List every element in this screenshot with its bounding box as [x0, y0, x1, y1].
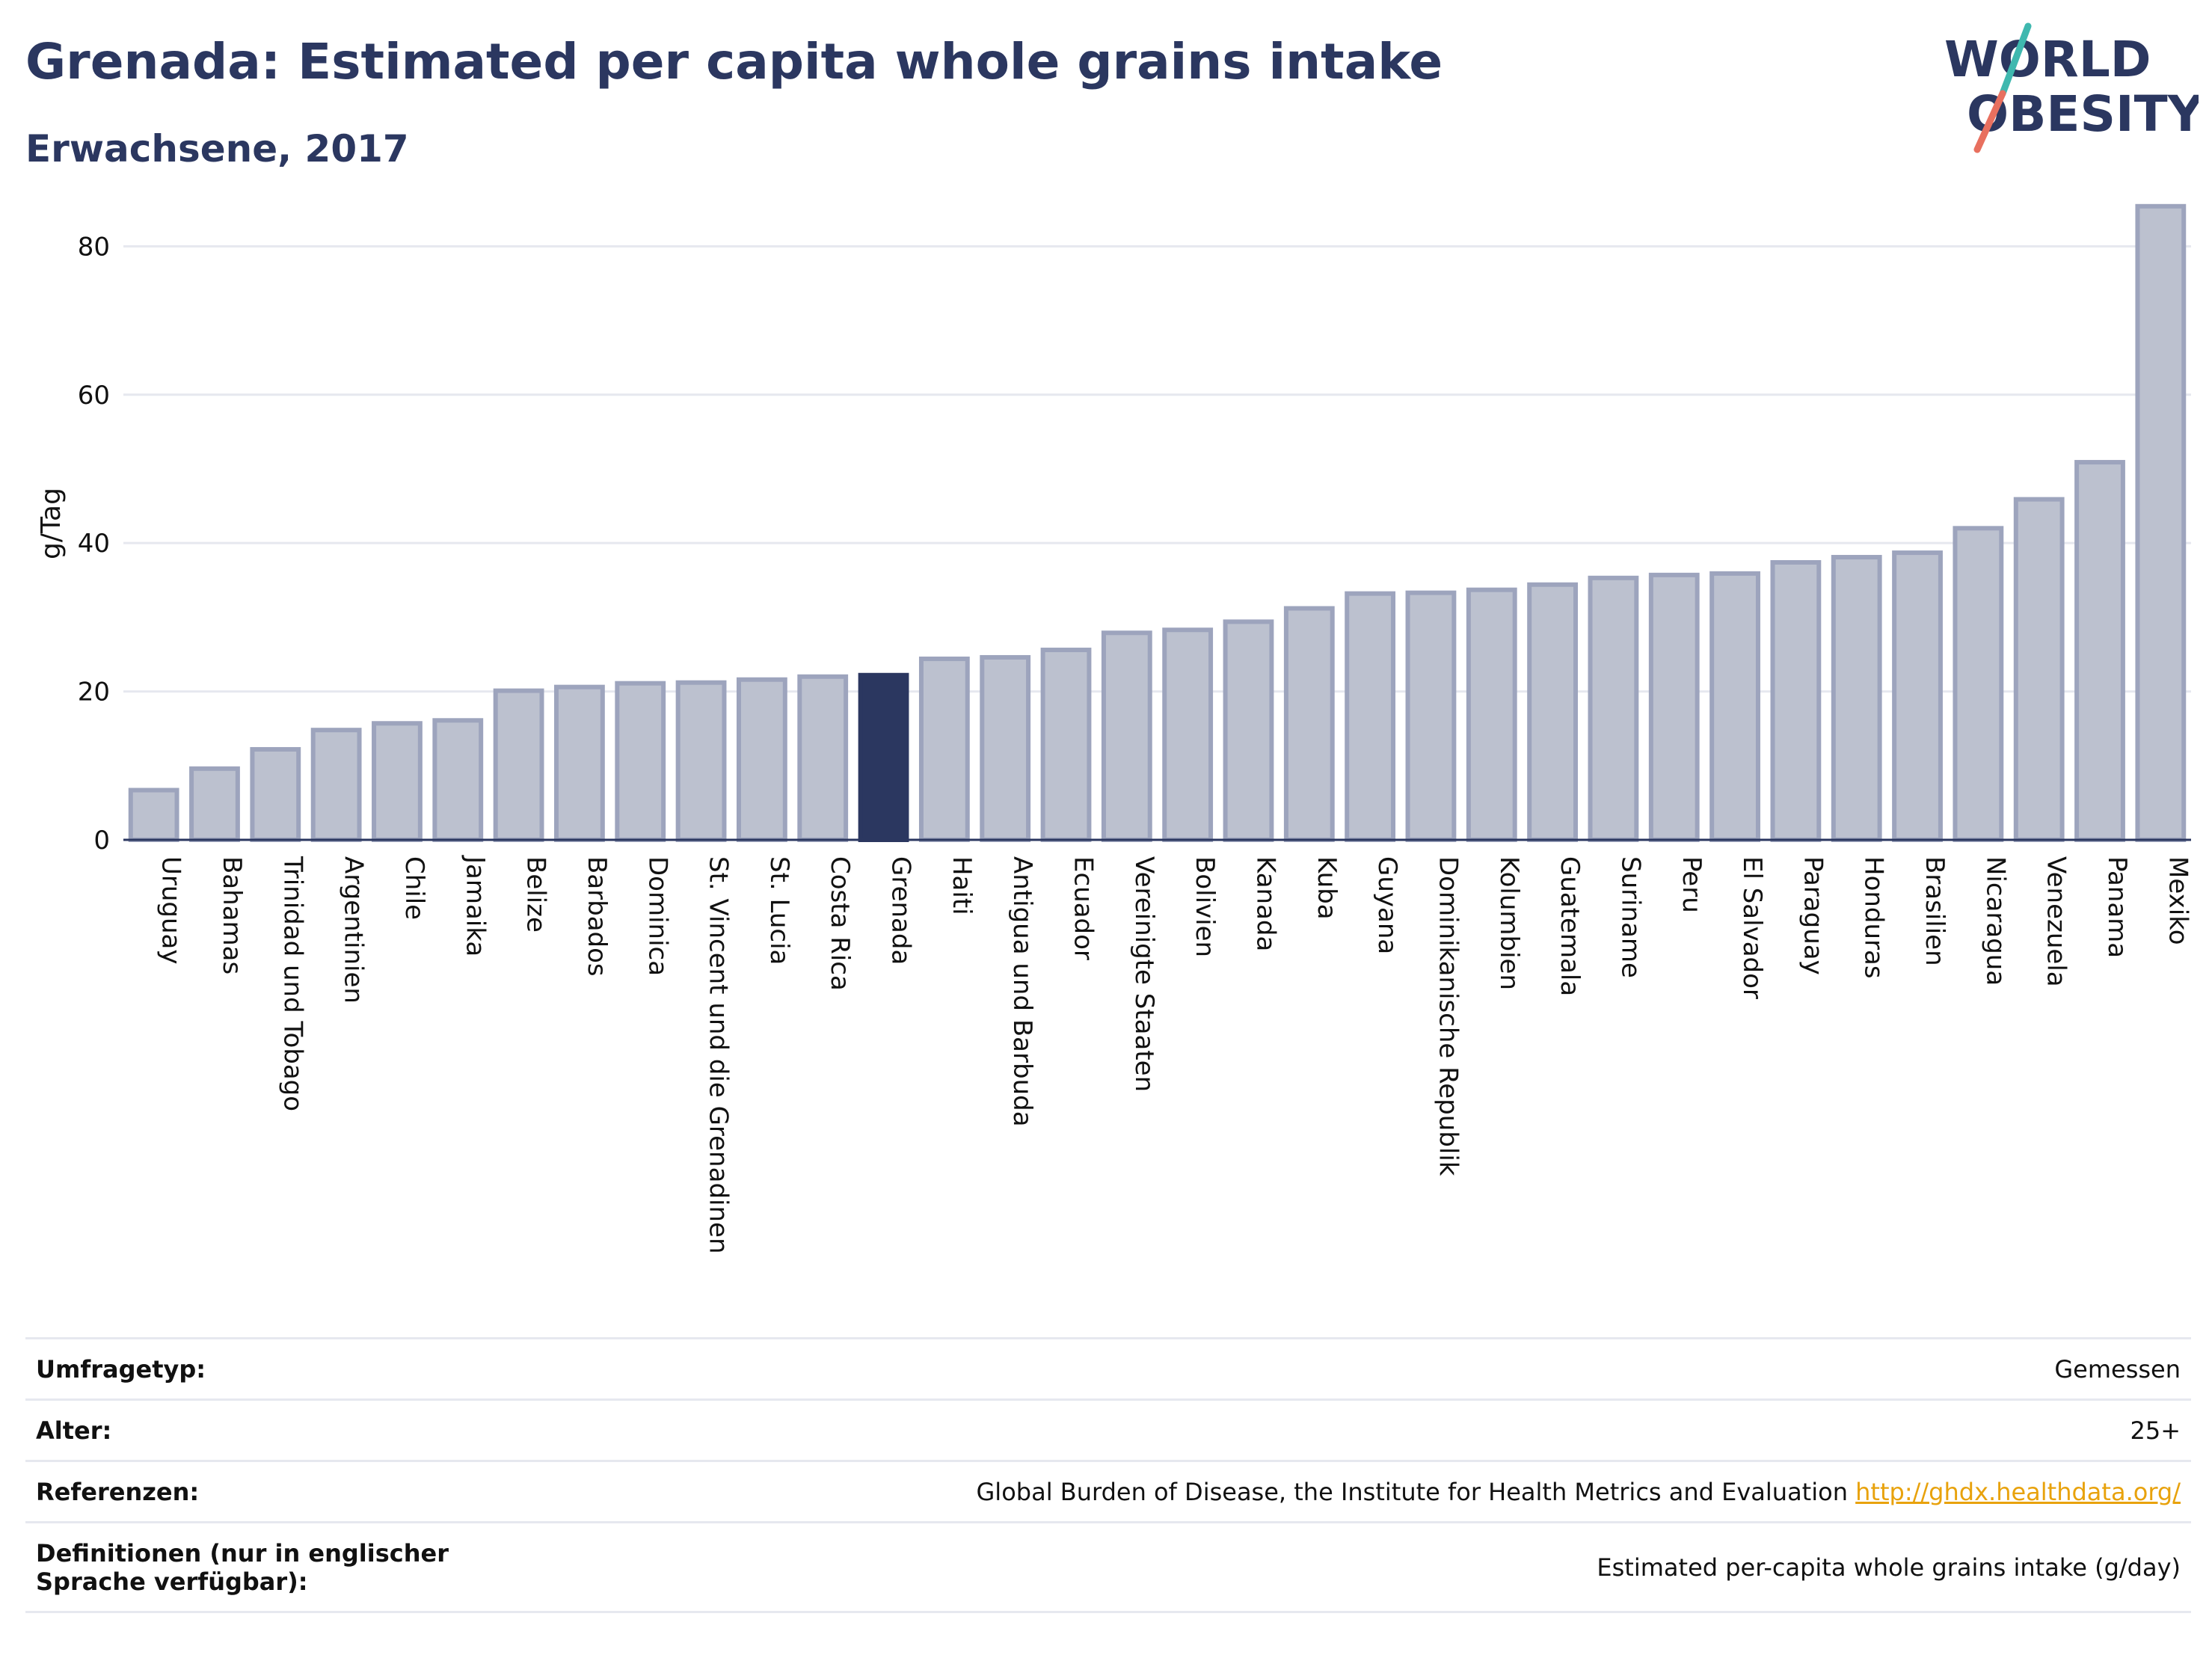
bar — [1223, 619, 1274, 842]
x-tick-label: Trinidad und Tobago — [277, 856, 307, 1111]
metadata-key: Alter: — [25, 1398, 570, 1461]
bar — [1345, 591, 1396, 843]
x-tick-label: Dominica — [642, 856, 672, 976]
bar — [128, 787, 179, 843]
bar — [1588, 575, 1639, 843]
x-tick-label: Belize — [521, 856, 551, 933]
bar — [615, 681, 666, 842]
metadata-key: Referenzen: — [25, 1460, 570, 1523]
bar — [432, 718, 484, 843]
x-tick-label: St. Lucia — [764, 856, 794, 965]
bar — [1283, 606, 1335, 842]
x-tick-label: Grenada — [886, 856, 916, 965]
x-tick-label: Chile — [399, 856, 429, 920]
y-tick-label: 40 — [78, 529, 110, 559]
bar — [1892, 550, 1943, 842]
metadata-value-cell: 25+ — [570, 1398, 2191, 1461]
bar — [980, 654, 1031, 843]
chart-title: Grenada: Estimated per capita whole grai… — [25, 33, 1443, 90]
x-tick-label: Bolivien — [1190, 856, 1220, 957]
x-tick-label: Venezuela — [2042, 856, 2071, 987]
x-tick-label: Honduras — [1859, 856, 1889, 979]
metadata-row: Alter: 25+ — [25, 1398, 2191, 1461]
logo-line-1: WORLD — [1944, 31, 2151, 88]
metadata-key: Umfragetyp: — [25, 1337, 570, 1400]
bar — [250, 746, 301, 843]
x-tick-label: Mexiko — [2163, 856, 2193, 945]
x-tick-label: St. Vincent und die Grenadinen — [704, 856, 734, 1254]
x-tick-label: Dominikanische Republik — [1433, 856, 1463, 1176]
bar — [1648, 572, 1700, 842]
bar — [1953, 526, 2004, 842]
x-tick-label: Kuba — [1312, 856, 1342, 920]
metadata-value: Global Burden of Disease, the Institute … — [976, 1477, 1848, 1506]
y-tick-label: 20 — [78, 678, 110, 707]
x-tick-label: Haiti — [947, 856, 977, 915]
x-tick-label: Nicaragua — [1980, 856, 2010, 986]
metadata-row: Definitionen (nur in englischer Sprache … — [25, 1521, 2191, 1613]
metadata-table: Umfragetyp: Gemessen Alter: 25+ Referenzen: G… — [25, 1337, 2191, 1613]
metadata-row: Umfragetyp: Gemessen — [25, 1337, 2191, 1400]
y-tick-label: 60 — [78, 381, 110, 411]
x-tick-label: Kanada — [1250, 856, 1280, 951]
x-tick-label: Panama — [2102, 856, 2132, 958]
bar — [1709, 571, 1760, 842]
bar — [372, 721, 423, 842]
x-tick-label: Paraguay — [1798, 856, 1828, 975]
metadata-row: Referenzen: Global Burden of Disease, the… — [25, 1460, 2191, 1523]
metadata-value-cell: Global Burden of Disease, the Institute … — [570, 1460, 2191, 1523]
bar — [675, 680, 727, 842]
x-tick-label: Kolumbien — [1494, 856, 1524, 990]
bar — [1405, 590, 1457, 842]
y-tick-label: 80 — [78, 232, 110, 262]
bar — [2013, 497, 2065, 842]
x-tick-label: Uruguay — [156, 856, 186, 965]
x-tick-label: Costa Rica — [825, 856, 855, 991]
metadata-value: Gemessen — [2054, 1354, 2181, 1384]
x-tick-label: Suriname — [1615, 856, 1645, 978]
x-tick-label: Bahamas — [217, 856, 247, 974]
x-tick-label: El Salvador — [1737, 856, 1767, 999]
bar — [2135, 203, 2187, 843]
metadata-value: 25+ — [2130, 1416, 2181, 1445]
x-tick-label: Brasilien — [1920, 856, 1950, 966]
metadata-value-cell: Gemessen — [570, 1337, 2191, 1400]
y-axis-label: g/Tag — [36, 488, 67, 559]
reference-link[interactable]: http://ghdx.healthdata.org/ — [1855, 1477, 2181, 1506]
logo-slash-coral — [1973, 90, 2006, 153]
logo-slash-teal — [1999, 22, 2032, 97]
x-tick-label: Argentinien — [339, 856, 369, 1004]
bar — [2074, 460, 2125, 842]
bar — [310, 728, 362, 842]
x-tick-label: Jamaika — [460, 855, 490, 957]
x-tick-label: Peru — [1677, 856, 1706, 913]
metadata-key: Definitionen (nur in englischer Sprache … — [25, 1521, 570, 1613]
chart-subtitle: Erwachsene, 2017 — [25, 127, 409, 171]
bar — [493, 688, 544, 843]
x-tick-label: Vereinigte Staaten — [1129, 856, 1159, 1092]
bar — [1040, 648, 1092, 843]
bar — [1101, 630, 1152, 842]
y-tick-label: 0 — [93, 826, 110, 856]
x-tick-label: Guyana — [1372, 856, 1402, 954]
world-obesity-logo: WORLD OBESITY — [1944, 22, 2199, 153]
metadata-value: Estimated per-capita whole grains intake… — [1597, 1553, 2181, 1582]
metadata-value-cell: Estimated per-capita whole grains intake… — [570, 1521, 2191, 1613]
bar — [736, 677, 787, 843]
bar — [554, 684, 605, 842]
bar — [1466, 587, 1517, 842]
bar — [1162, 627, 1214, 843]
x-tick-label: Guatemala — [1555, 856, 1585, 996]
bar — [1770, 559, 1822, 842]
x-tick-label: Barbados — [582, 856, 612, 977]
x-tick-label: Ecuador — [1069, 856, 1099, 960]
x-tick-label: Antigua und Barbuda — [1007, 856, 1037, 1127]
bar — [797, 674, 849, 842]
bar — [1831, 555, 1882, 843]
bar — [918, 656, 970, 843]
bar — [189, 766, 240, 842]
bar — [1527, 582, 1579, 843]
bar-highlighted — [858, 672, 909, 843]
bar-chart: g/Tag 0 20 40 60 80 Uruguay Bahamas Trinidad un… — [36, 203, 2193, 1254]
